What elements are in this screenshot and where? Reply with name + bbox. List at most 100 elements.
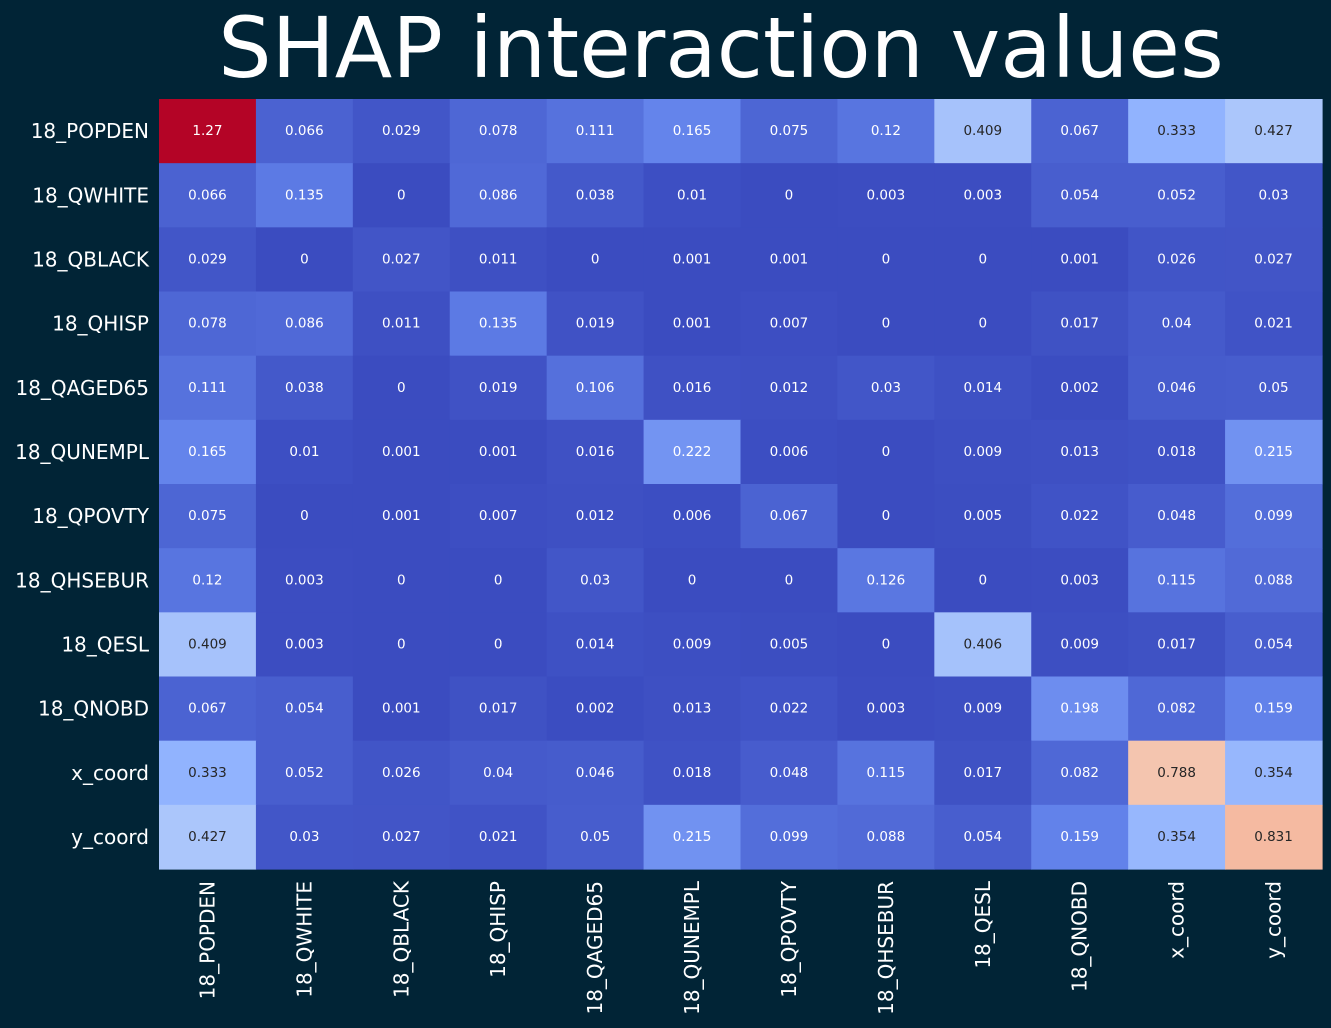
heatmap-cell xyxy=(740,676,839,742)
heatmap-cell xyxy=(159,227,257,293)
cell-value-label: 0.046 xyxy=(576,765,615,781)
column-tick-label: 18_QBLACK xyxy=(389,880,413,998)
row-tick-label: 18_QHISP xyxy=(52,312,149,336)
cell-value-label: 0.099 xyxy=(1254,508,1293,524)
cell-value-label: 0.009 xyxy=(963,701,1002,717)
heatmap-cell xyxy=(1128,740,1226,806)
row-tick-label: 18_QUNEMPL xyxy=(15,440,150,464)
heatmap-cell xyxy=(1225,740,1323,806)
heatmap-cell xyxy=(352,676,451,742)
cell-value-label: 0.002 xyxy=(1060,380,1099,396)
heatmap-cell xyxy=(934,291,1032,357)
cell-value-label: 0.001 xyxy=(673,251,712,267)
heatmap-cell xyxy=(352,612,451,678)
heatmap-cell xyxy=(449,548,548,613)
cell-value-label: 0.05 xyxy=(580,829,610,845)
cell-value-label: 0.003 xyxy=(867,187,906,203)
cell-value-label: 0.135 xyxy=(285,187,324,203)
heatmap-cell xyxy=(1031,548,1129,613)
cell-value-label: 0.427 xyxy=(1254,123,1293,139)
cell-value-label: 0.115 xyxy=(1157,572,1196,588)
cell-value-label: 0.014 xyxy=(576,636,615,652)
cell-value-label: 0.013 xyxy=(673,701,712,717)
heatmap-cell xyxy=(449,419,548,485)
heatmap-cell xyxy=(255,484,354,549)
heatmap-cell xyxy=(159,612,257,678)
cell-value-label: 0.001 xyxy=(770,251,809,267)
cell-value-label: 0.011 xyxy=(382,316,421,332)
cell-value-label: 0.006 xyxy=(770,444,809,460)
heatmap-cell xyxy=(546,484,645,549)
heatmap-cell xyxy=(1128,676,1226,742)
cell-value-label: 0.086 xyxy=(285,316,324,332)
heatmap-cell xyxy=(449,612,548,678)
chart-title: SHAP interaction values xyxy=(218,0,1224,97)
heatmap-cell xyxy=(837,612,935,678)
cell-value-label: 0.12 xyxy=(871,123,901,139)
heatmap-cell xyxy=(1225,227,1323,293)
cell-value-label: 0.017 xyxy=(963,765,1002,781)
cell-value-label: 0.067 xyxy=(770,508,809,524)
heatmap-cell xyxy=(837,419,935,485)
heatmap-cell xyxy=(837,548,935,613)
column-tick-label: 18_QNOBD xyxy=(1068,881,1092,992)
cell-value-label: 0.054 xyxy=(1254,636,1293,652)
cell-value-label: 0.165 xyxy=(673,123,712,139)
heatmap-cell xyxy=(159,99,257,164)
cell-value-label: 0.021 xyxy=(1254,316,1293,332)
cell-value-label: 0.005 xyxy=(770,636,809,652)
heatmap-cell xyxy=(1031,291,1129,357)
heatmap-cell xyxy=(1225,548,1323,613)
heatmap-cell xyxy=(837,227,935,293)
cell-value-label: 0.001 xyxy=(382,701,421,717)
column-tick-label: 18_QHISP xyxy=(486,881,510,978)
cell-value-label: 0.017 xyxy=(479,701,518,717)
heatmap-cell xyxy=(159,804,257,870)
cell-value-label: 0 xyxy=(882,508,891,524)
heatmap-cell xyxy=(1031,804,1129,870)
heatmap-cell xyxy=(1128,484,1226,549)
cell-value-label: 0.017 xyxy=(1060,316,1099,332)
cell-value-label: 0.001 xyxy=(1060,251,1099,267)
row-tick-label: 18_QBLACK xyxy=(32,247,150,271)
column-tick-label: y_coord xyxy=(1262,881,1286,959)
cell-value-label: 0.048 xyxy=(1157,508,1196,524)
cell-value-label: 0.086 xyxy=(479,187,518,203)
cell-value-label: 0 xyxy=(785,187,794,203)
heatmap-cell xyxy=(159,163,257,228)
heatmap-cell xyxy=(740,227,839,293)
cell-value-label: 0.003 xyxy=(963,187,1002,203)
cell-value-label: 0.831 xyxy=(1254,829,1293,845)
column-tick-label: 18_POPDEN xyxy=(195,881,219,999)
cell-value-label: 0 xyxy=(785,572,794,588)
cell-value-label: 0.012 xyxy=(770,380,809,396)
heatmap-cell xyxy=(740,419,839,485)
row-tick-label: x_coord xyxy=(71,761,149,785)
cell-value-label: 0.013 xyxy=(1060,444,1099,460)
heatmap-cell xyxy=(449,740,548,806)
cell-value-label: 0.082 xyxy=(1060,765,1099,781)
heatmap-cell xyxy=(934,804,1032,870)
heatmap-cell xyxy=(1031,163,1129,228)
heatmap-cell xyxy=(1225,99,1323,164)
heatmap-cell xyxy=(934,355,1032,421)
heatmap-cell xyxy=(837,99,935,164)
heatmap-cell xyxy=(934,163,1032,228)
cell-value-label: 0.052 xyxy=(285,765,324,781)
heatmap-cell xyxy=(159,676,257,742)
heatmap-cell xyxy=(643,740,742,806)
cell-value-label: 0.006 xyxy=(673,508,712,524)
cell-value-label: 0.078 xyxy=(479,123,518,139)
heatmap-cell xyxy=(546,419,645,485)
cell-value-label: 0.222 xyxy=(673,444,712,460)
heatmap-cell xyxy=(159,419,257,485)
cell-value-label: 0 xyxy=(882,251,891,267)
cell-value-label: 0.078 xyxy=(188,316,227,332)
cell-value-label: 0.029 xyxy=(382,123,421,139)
cell-value-label: 0.019 xyxy=(479,380,518,396)
cell-value-label: 0.019 xyxy=(576,316,615,332)
cell-value-label: 0.215 xyxy=(1254,444,1293,460)
heatmap-cell xyxy=(546,804,645,870)
column-tick-label: 18_QUNEMPL xyxy=(680,880,704,1015)
heatmap-cell xyxy=(643,548,742,613)
